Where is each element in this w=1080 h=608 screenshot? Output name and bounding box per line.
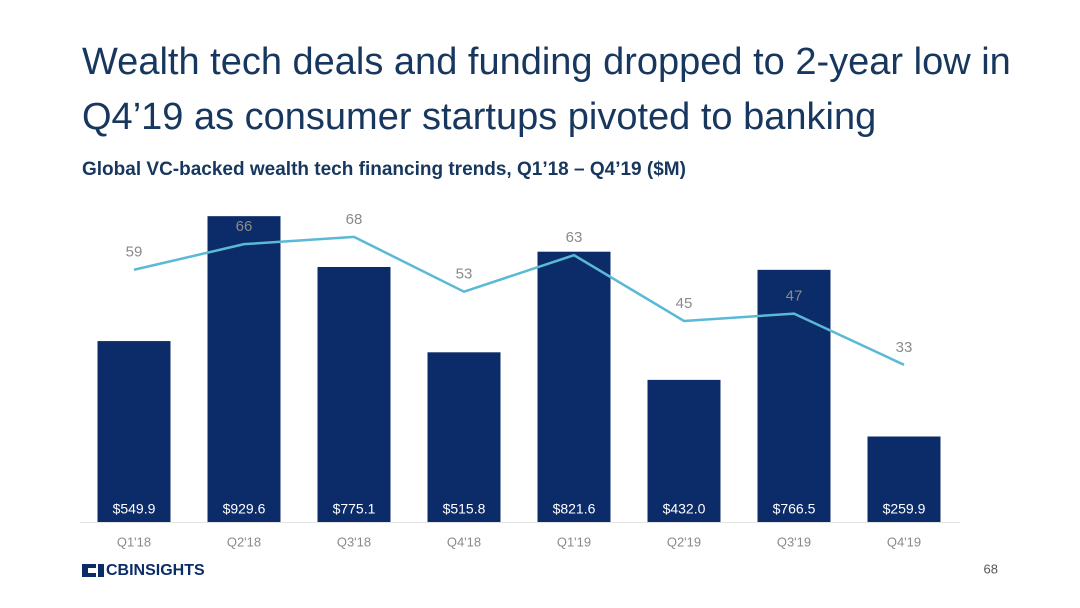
x-tick-label: Q2'18 bbox=[227, 534, 261, 549]
bar bbox=[97, 341, 171, 522]
page-number: 68 bbox=[984, 561, 998, 576]
line-value-label: 66 bbox=[236, 218, 253, 235]
line-value-label: 63 bbox=[566, 229, 583, 246]
bar bbox=[207, 216, 281, 522]
bar-value-label: $259.9 bbox=[883, 501, 926, 517]
chart-subtitle: Global VC-backed wealth tech financing t… bbox=[82, 159, 686, 180]
x-tick-label: Q1'19 bbox=[557, 534, 591, 549]
bar-value-label: $432.0 bbox=[663, 501, 706, 517]
logo-icon bbox=[82, 564, 104, 577]
chart-title: Q4’19 as consumer startups pivoted to ba… bbox=[82, 96, 876, 138]
x-tick-label: Q2'19 bbox=[667, 534, 701, 549]
line-value-label: 47 bbox=[786, 288, 803, 305]
bar bbox=[537, 251, 611, 522]
line-value-label: 45 bbox=[676, 295, 693, 312]
line-value-label: 53 bbox=[456, 266, 473, 283]
x-tick-label: Q3'19 bbox=[777, 534, 811, 549]
bar-value-label: $515.8 bbox=[443, 501, 486, 517]
bar-value-label: $549.9 bbox=[113, 501, 156, 517]
brand-logo: CBINSIGHTS bbox=[106, 562, 205, 579]
bar bbox=[427, 352, 501, 522]
bar bbox=[647, 379, 721, 522]
bar-value-label: $775.1 bbox=[333, 501, 376, 517]
line bbox=[133, 235, 905, 366]
bar-value-label: $766.5 bbox=[773, 501, 816, 517]
bar bbox=[757, 269, 831, 522]
bar bbox=[317, 266, 391, 522]
line-value-label: 59 bbox=[126, 244, 143, 261]
x-tick-label: Q4'19 bbox=[887, 534, 921, 549]
x-tick-label: Q3'18 bbox=[337, 534, 371, 549]
bar-value-label: $929.6 bbox=[223, 501, 266, 517]
x-tick-label: Q1'18 bbox=[117, 534, 151, 549]
line-value-label: 68 bbox=[346, 211, 363, 228]
bar-value-label: $821.6 bbox=[553, 501, 596, 517]
chart-title: Wealth tech deals and funding dropped to… bbox=[82, 41, 1011, 83]
bar bbox=[867, 436, 941, 522]
x-tick-label: Q4'18 bbox=[447, 534, 481, 549]
line-value-label: 33 bbox=[896, 339, 913, 356]
